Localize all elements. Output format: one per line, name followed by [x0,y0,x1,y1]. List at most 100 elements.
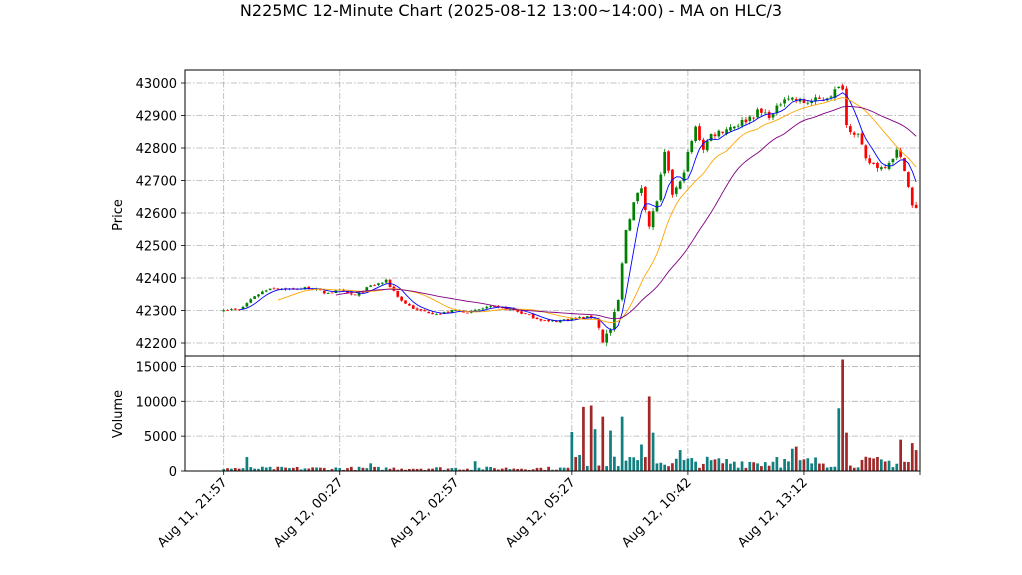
volume-bar [899,439,903,471]
candle-body [423,310,427,312]
volume-bar [698,467,701,471]
candle-body [415,308,419,310]
volume-bar [315,467,318,471]
candle-body [643,186,647,210]
candle-body [435,314,438,316]
volume-bar [725,459,728,471]
candle-body [903,158,906,172]
candle-body [895,149,899,158]
candle-body [876,162,879,169]
candle-body [411,305,415,309]
candle-body [829,96,833,98]
candle-body [272,288,276,290]
volume-bar [756,463,759,471]
volume-bar [438,467,442,471]
volume-bar [686,458,690,471]
candle-body [794,99,798,101]
volume-bar [349,466,353,471]
volume-bar [760,466,763,471]
candle-body [636,192,639,202]
candle-body [647,211,651,227]
volume-bar [384,467,388,471]
volume-bar [609,430,612,471]
price-tick-label: 42900 [136,110,177,125]
volume-bar [264,467,268,471]
x-tick-label: Aug 11, 21:57 [155,475,231,551]
volume-bar [779,467,783,471]
volume-bar [744,467,748,471]
volume-bar [682,460,686,471]
candle-body [748,116,752,121]
volume-bar [531,469,535,471]
volume-bar [469,469,473,471]
candle-body [241,306,245,310]
candle-body [868,158,872,164]
price-tick-label: 42700 [136,175,177,190]
volume-bar [500,468,504,471]
candle-body [555,321,558,322]
volume-bar [593,429,597,471]
x-tick-label: Aug 12, 00:27 [271,475,347,551]
volume-bar [891,467,895,471]
volume-bar [233,468,237,471]
volume-bar [647,396,651,471]
volume-bar [311,467,315,471]
volume-bar [404,469,407,471]
volume-bar [729,463,732,471]
volume-bar [466,468,469,471]
volume-bar [868,457,872,471]
candle-body [632,202,636,221]
candle-body [856,133,860,135]
candle-body [253,296,256,299]
volume-bar [713,459,717,471]
volume-bar [253,468,256,471]
candle-body [597,319,601,328]
volume-tick-label: 0 [169,465,177,480]
candle-body [678,181,682,189]
volume-bar [624,460,628,471]
price-panel: 42200 42300 42400 42500 42600 42700 42800 42900… [111,69,921,357]
volume-bar [589,405,593,471]
volume-bar [690,458,694,471]
candle-body [837,86,841,88]
candle-body [806,102,810,104]
candle-body [698,126,701,141]
candle-body [527,314,531,316]
volume-bar [806,458,810,471]
volume-bar [613,456,616,471]
candle-body [717,130,721,137]
candle-body [257,294,260,297]
volume-bar [361,467,365,471]
candle-body [729,127,732,131]
candle-body [721,131,725,133]
volume-bar [489,467,492,471]
candle-body [551,320,554,322]
volume-bar [852,467,856,471]
volume-panel: 0 5000 10000 15000 Volume [111,355,921,480]
volume-bar [821,463,825,471]
candle-body [237,309,241,311]
volume-bar [628,457,632,471]
candle-body [400,296,403,301]
candle-body [659,174,663,201]
candle-body [365,287,369,293]
candle-body [230,308,233,310]
candle-body [566,319,570,321]
volume-bar [879,459,883,471]
volume-bar [288,468,291,471]
candle-body [620,263,624,300]
candle-body [291,288,295,289]
volume-bar [659,462,663,471]
ma-30-line [335,105,917,320]
volume-bar [752,462,756,471]
volume-bar [462,469,465,471]
candle-body [245,303,249,307]
volume-bar [365,468,369,471]
candle-body [907,172,910,187]
volume-bar [903,461,906,471]
volume-bar [864,456,868,471]
candle-body [702,139,705,150]
price-tick-label: 42500 [136,240,177,255]
volume-bar [895,463,899,471]
